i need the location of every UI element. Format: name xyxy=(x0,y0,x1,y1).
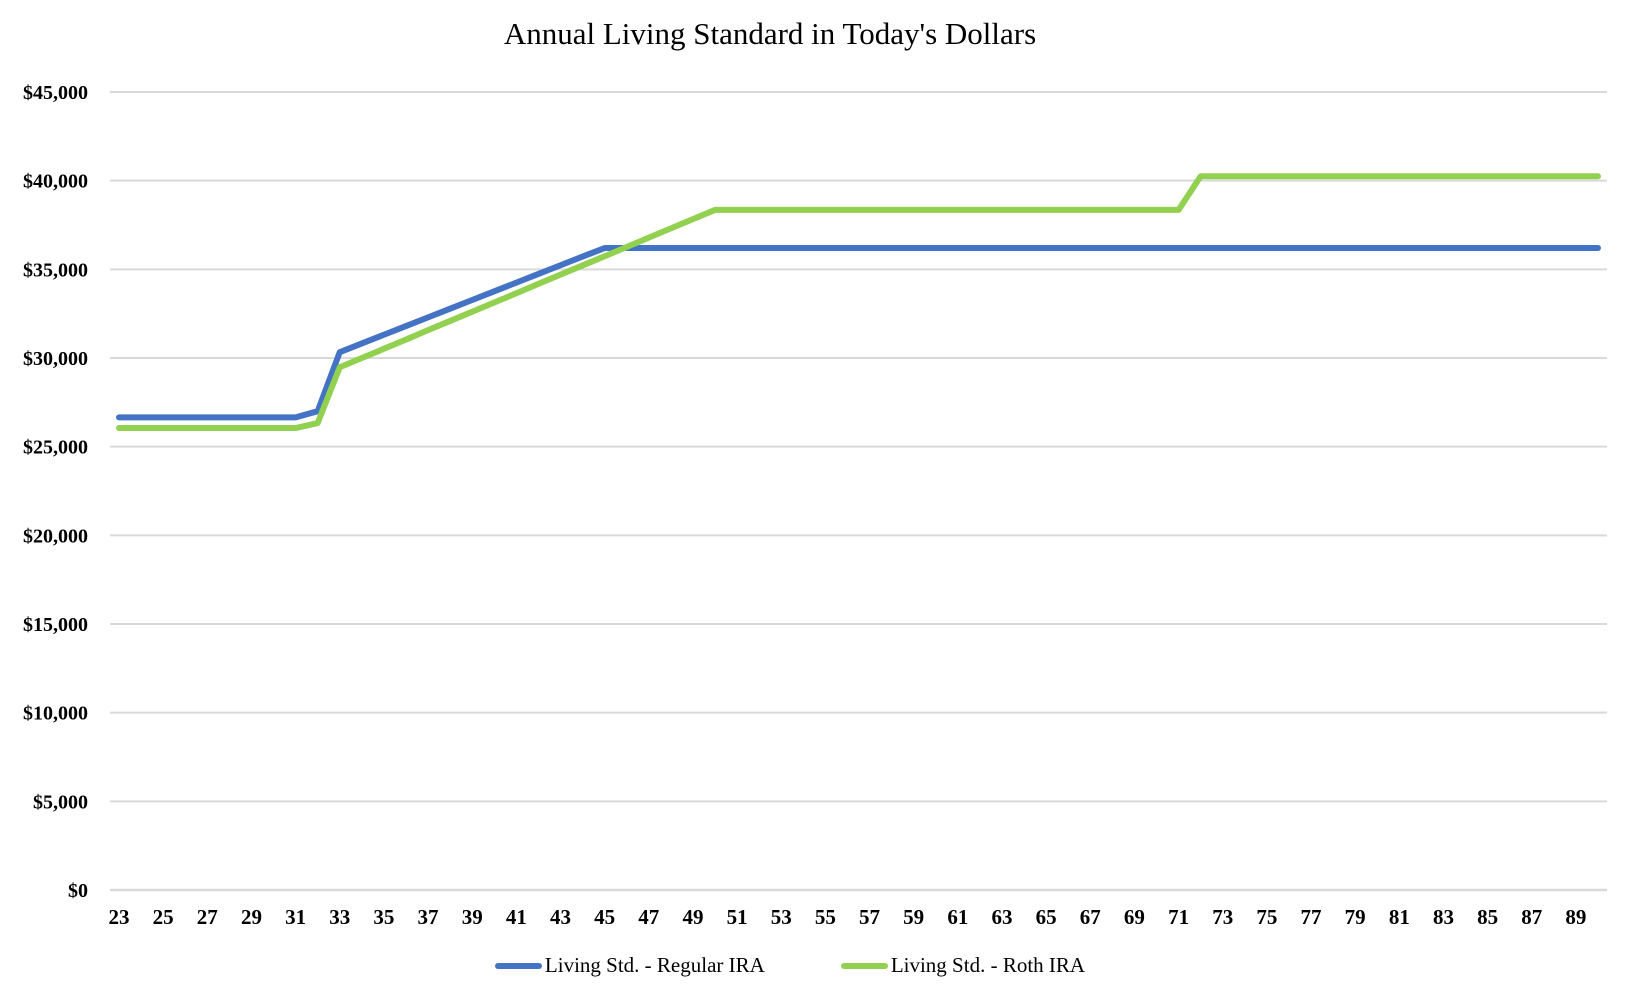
x-tick-label: 39 xyxy=(462,905,483,929)
y-tick-label: $35,000 xyxy=(23,259,88,281)
x-tick-label: 53 xyxy=(771,905,792,929)
x-tick-label: 33 xyxy=(329,905,350,929)
x-tick-label: 79 xyxy=(1345,905,1366,929)
x-tick-label: 25 xyxy=(153,905,174,929)
x-tick-label: 73 xyxy=(1212,905,1233,929)
x-tick-label: 57 xyxy=(859,905,880,929)
y-tick-label: $0 xyxy=(68,880,88,902)
legend-label: Living Std. - Regular IRA xyxy=(544,953,765,977)
x-tick-label: 35 xyxy=(373,905,394,929)
x-tick-label: 71 xyxy=(1168,905,1189,929)
x-tick-label: 41 xyxy=(506,905,527,929)
x-tick-label: 87 xyxy=(1521,905,1542,929)
x-tick-label: 59 xyxy=(903,905,924,929)
x-tick-label: 63 xyxy=(991,905,1012,929)
legend-label: Living Std. - Roth IRA xyxy=(890,953,1086,977)
x-tick-label: 29 xyxy=(241,905,262,929)
y-tick-label: $40,000 xyxy=(23,171,88,193)
x-tick-label: 67 xyxy=(1080,905,1101,929)
x-tick-label: 27 xyxy=(197,905,218,929)
x-tick-label: 43 xyxy=(550,905,571,929)
x-tick-label: 31 xyxy=(285,905,306,929)
x-tick-label: 55 xyxy=(815,905,836,929)
x-tick-label: 75 xyxy=(1256,905,1277,929)
legend-item: Living Std. - Regular IRA xyxy=(494,953,765,978)
x-tick-label: 47 xyxy=(638,905,659,929)
y-tick-label: $10,000 xyxy=(23,703,88,725)
x-tick-label: 51 xyxy=(727,905,748,929)
series-line xyxy=(116,173,1601,432)
y-tick-label: $5,000 xyxy=(33,791,88,813)
x-tick-label: 37 xyxy=(418,905,439,929)
x-tick-label: 23 xyxy=(109,905,130,929)
x-tick-label: 81 xyxy=(1389,905,1410,929)
legend-swatch xyxy=(840,962,888,969)
x-tick-label: 83 xyxy=(1433,905,1454,929)
x-tick-label: 85 xyxy=(1477,905,1498,929)
y-tick-label: $30,000 xyxy=(23,348,88,370)
chart-title: Annual Living Standard in Today's Dollar… xyxy=(503,16,1037,51)
y-tick-label: $15,000 xyxy=(23,614,88,636)
x-tick-label: 61 xyxy=(947,905,968,929)
y-tick-label: $25,000 xyxy=(23,437,88,459)
x-tick-label: 89 xyxy=(1565,905,1586,929)
legend-swatch xyxy=(494,962,542,969)
series-line xyxy=(116,245,1601,421)
x-tick-label: 77 xyxy=(1301,905,1322,929)
legend: Living Std. - Regular IRA Living Std. - R… xyxy=(0,953,1580,978)
x-tick-label: 65 xyxy=(1036,905,1057,929)
x-tick-label: 49 xyxy=(682,905,703,929)
y-tick-label: $45,000 xyxy=(23,82,88,104)
y-tick-label: $20,000 xyxy=(23,525,88,547)
legend-item: Living Std. - Roth IRA xyxy=(840,953,1086,978)
x-tick-label: 69 xyxy=(1124,905,1145,929)
x-tick-label: 45 xyxy=(594,905,615,929)
